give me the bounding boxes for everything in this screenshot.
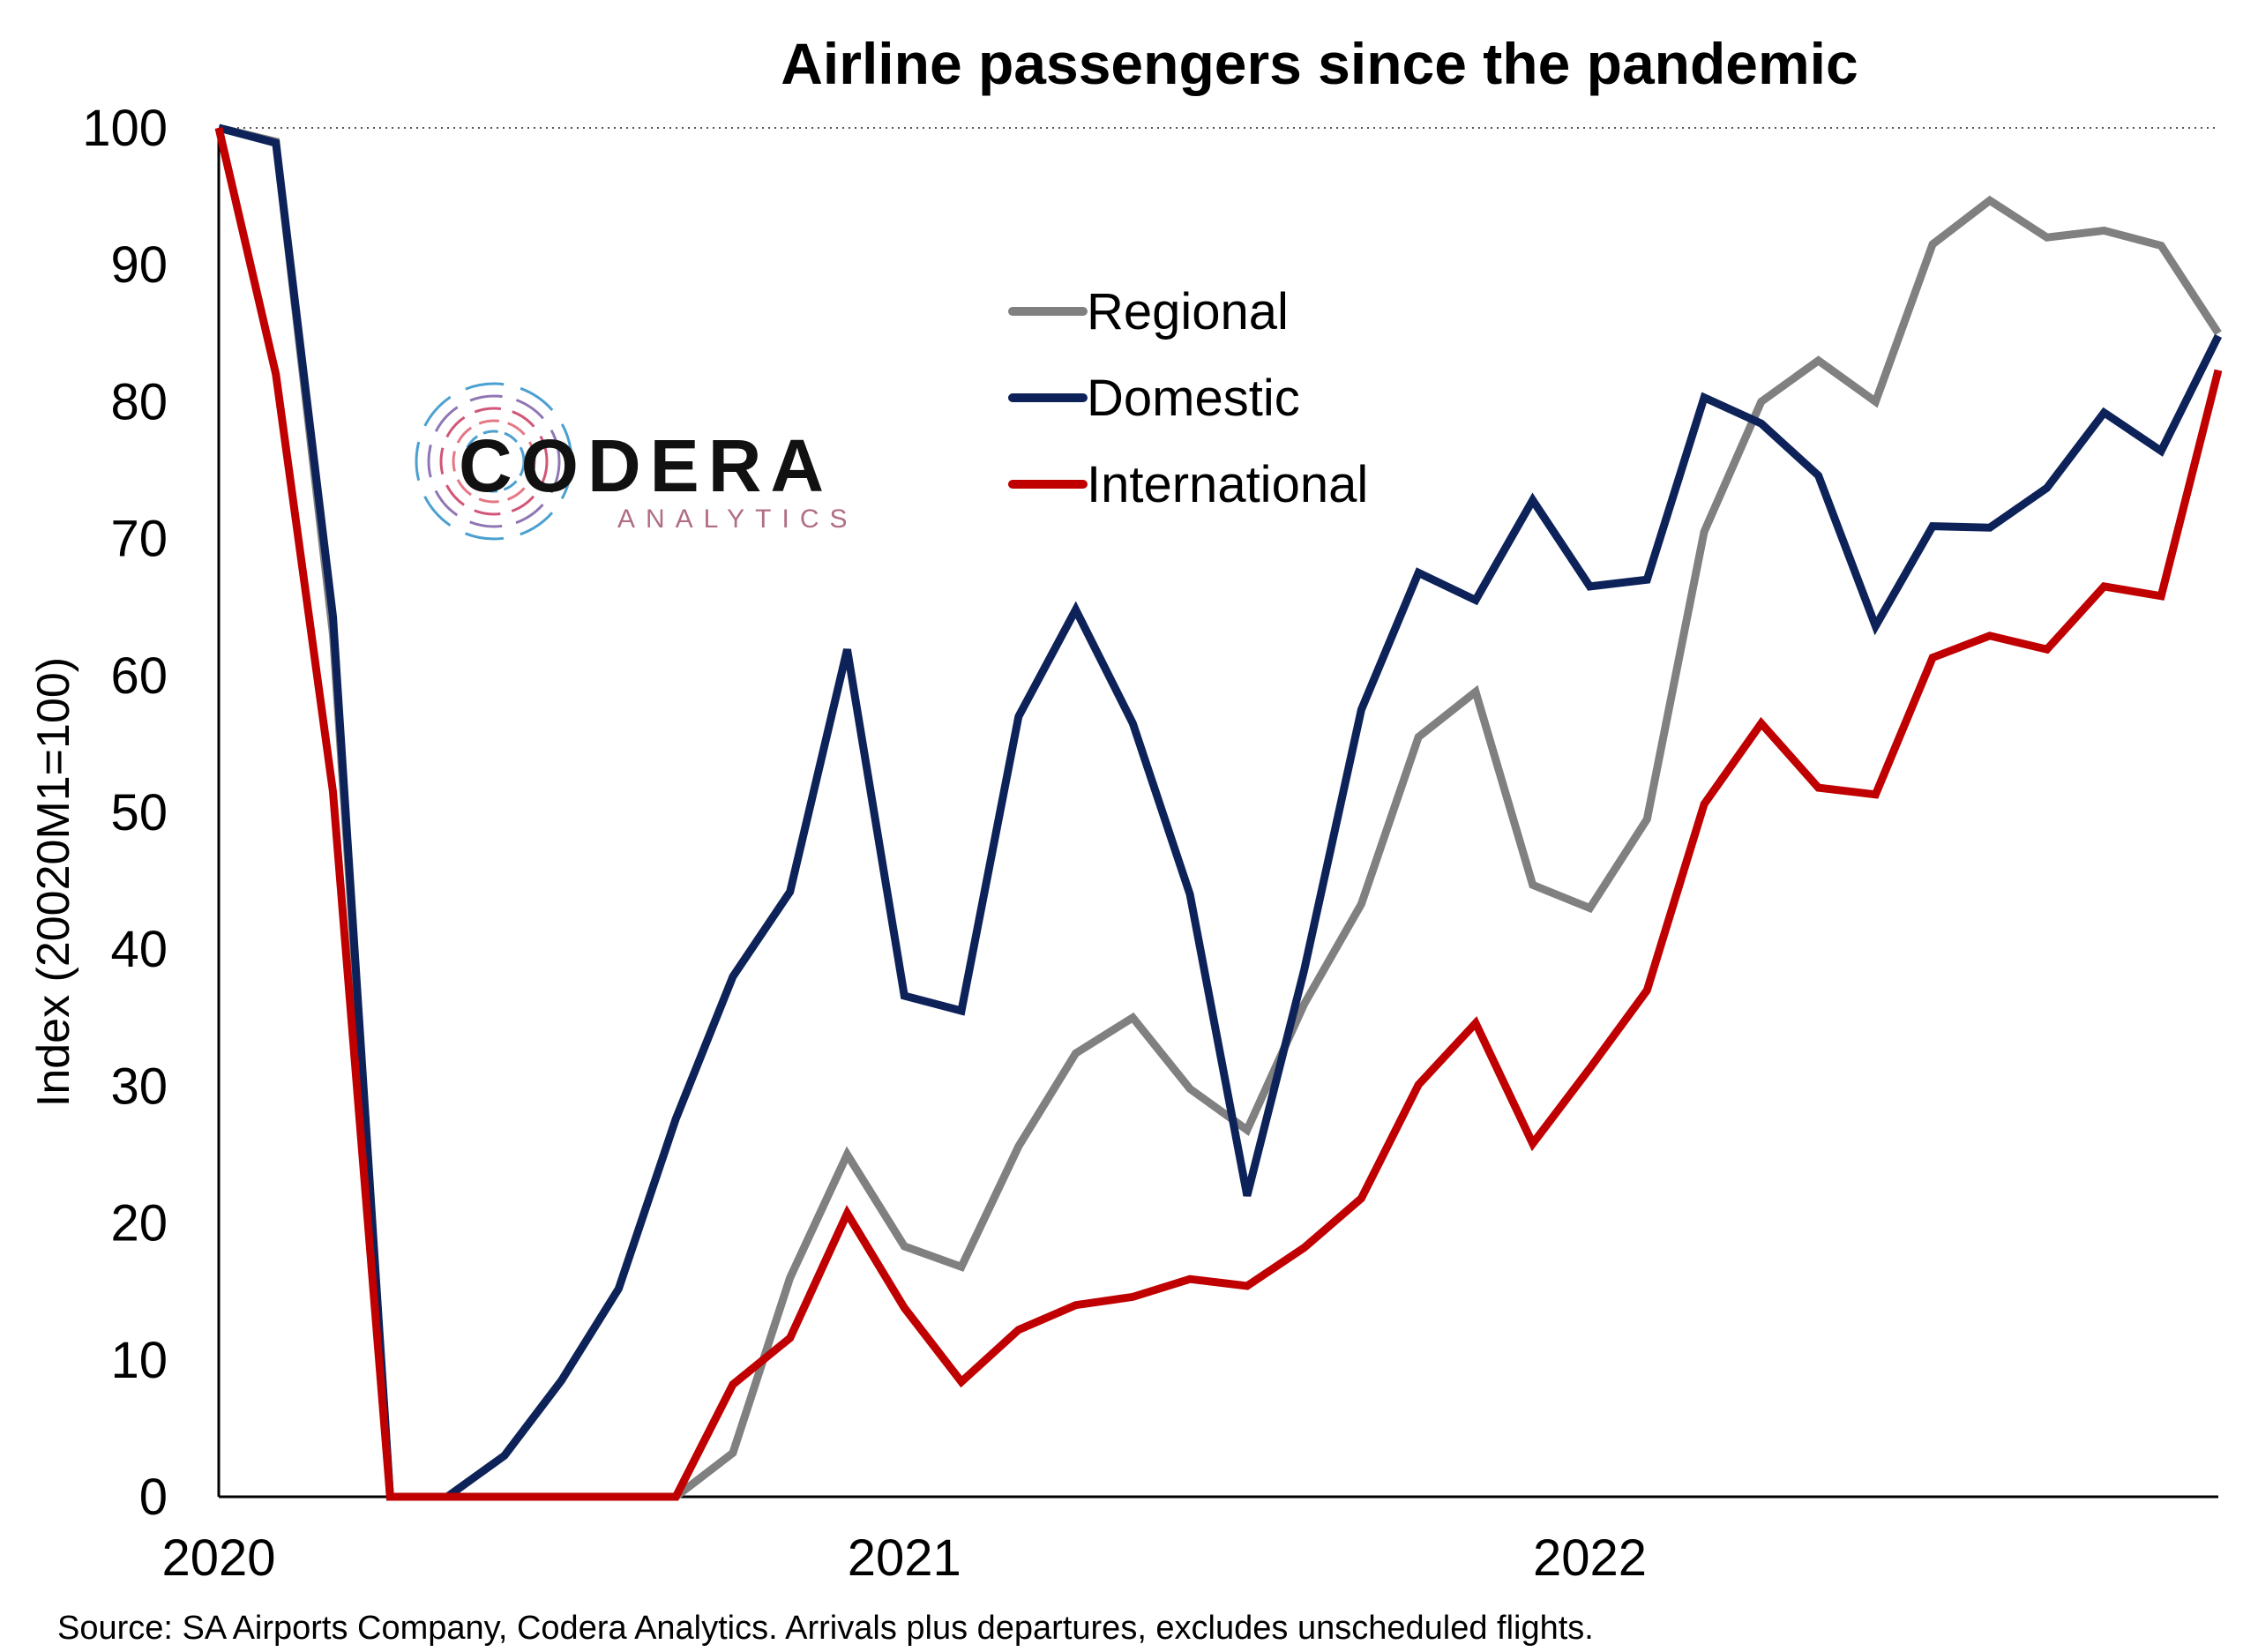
- x-axis-ticks: 2020 2021 2022: [161, 1529, 1647, 1587]
- logo-name: CODERA: [459, 424, 833, 507]
- y-tick-label: 70: [110, 511, 168, 568]
- x-tick-label: 2021: [848, 1529, 961, 1587]
- source-note: Source: SA Airports Company, Codera Anal…: [57, 1610, 1594, 1647]
- codera-logo: CODERA ANALYTICS: [415, 382, 858, 541]
- logo-ring: [462, 430, 526, 493]
- y-axis-title: Index (20020M1=100): [28, 657, 79, 1107]
- y-tick-label: 30: [110, 1058, 168, 1115]
- logo-ring-graphic: [415, 382, 573, 541]
- logo-ring: [452, 419, 536, 504]
- x-tick-label: 2022: [1533, 1529, 1647, 1587]
- legend: Regional Domestic International: [1008, 283, 1368, 513]
- logo-ring: [415, 382, 573, 541]
- y-tick-label: 60: [110, 647, 168, 705]
- legend-label-international: International: [1087, 456, 1368, 513]
- series-lines: [214, 123, 2223, 1501]
- y-tick-label: 80: [110, 373, 168, 430]
- legend-label-regional: Regional: [1087, 283, 1289, 340]
- logo-ring: [427, 394, 561, 528]
- logo-subtitle: ANALYTICS: [617, 505, 858, 534]
- y-tick-label: 90: [110, 236, 168, 294]
- y-tick-label: 20: [110, 1195, 168, 1252]
- logo-ring: [439, 407, 549, 516]
- legend-label-domestic: Domestic: [1087, 370, 1300, 427]
- y-tick-label: 100: [82, 100, 168, 157]
- y-axis-ticks: 0 10 20 30 40 50 60 70 80 90 100: [82, 100, 168, 1526]
- x-tick-label: 2020: [161, 1529, 275, 1587]
- y-tick-label: 50: [110, 784, 168, 841]
- y-tick-label: 40: [110, 921, 168, 978]
- chart-title: Airline passengers since the pandemic: [781, 31, 1858, 96]
- y-tick-label: 10: [110, 1332, 168, 1389]
- series-line-domestic: [217, 123, 2223, 1501]
- y-tick-label: 0: [139, 1469, 168, 1526]
- series-line-international: [214, 126, 2223, 1501]
